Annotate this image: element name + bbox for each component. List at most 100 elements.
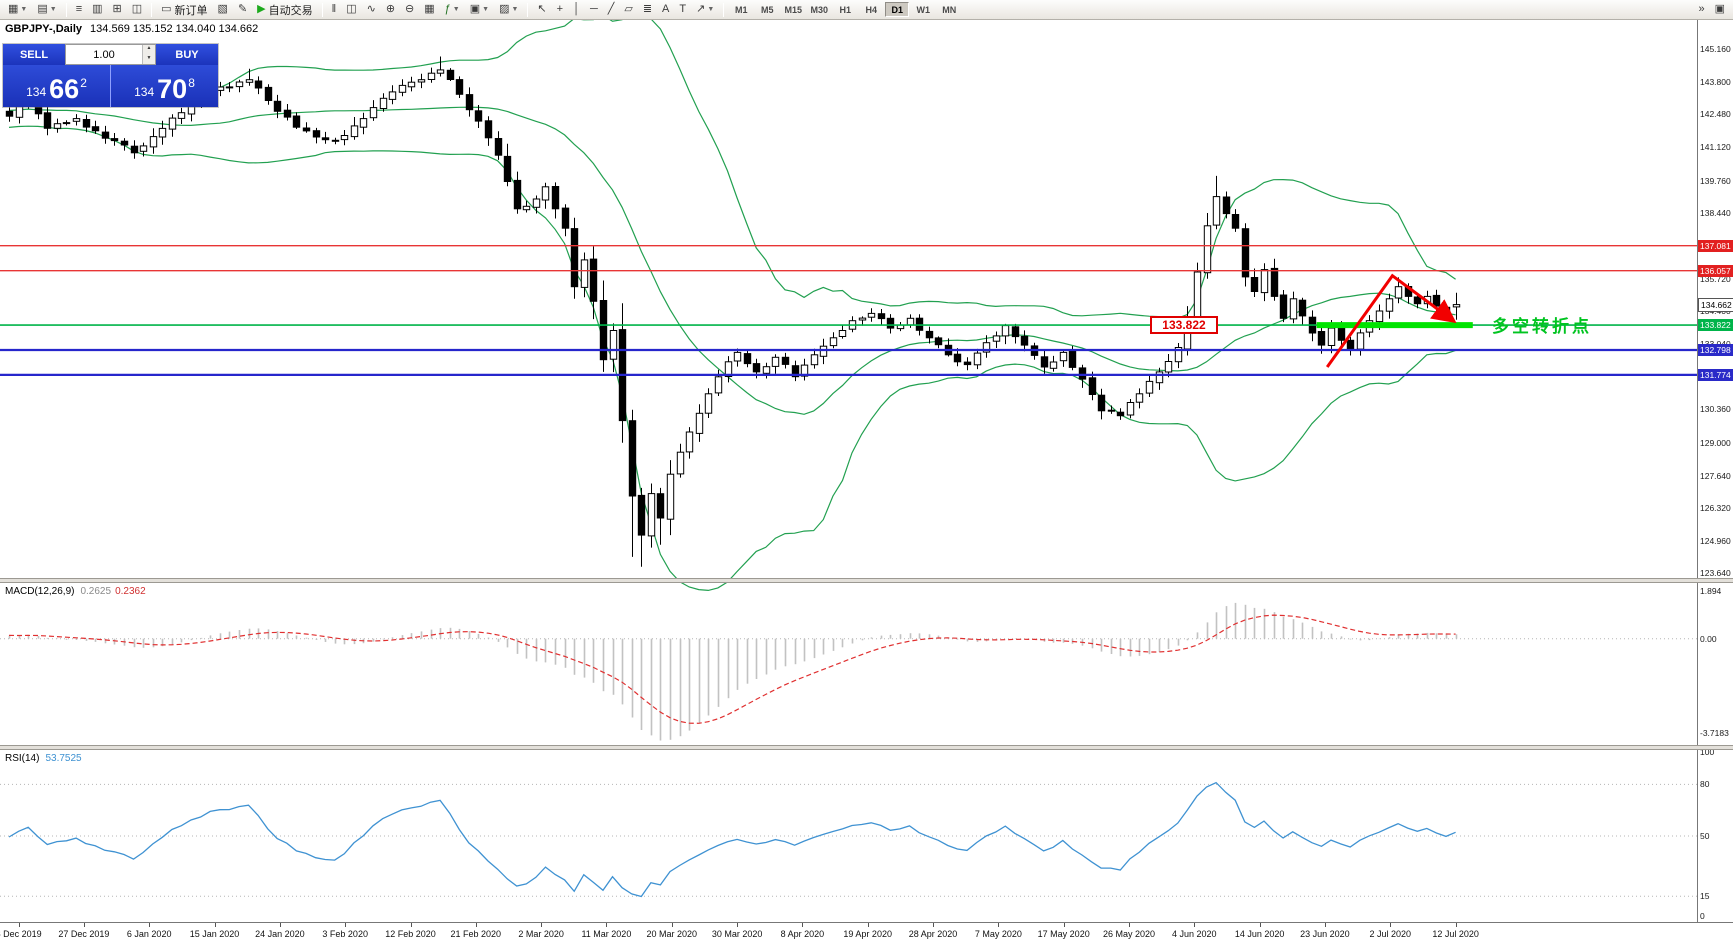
- price-scale-label: 143.800: [1700, 77, 1731, 88]
- time-axis-tick: [410, 923, 412, 927]
- timeframe-button-m5[interactable]: M5: [761, 4, 774, 15]
- crosshair-icon: +: [556, 3, 564, 15]
- profiles-icon-dropdown[interactable]: ▼: [49, 6, 57, 13]
- bollinger-upper: [8, 8, 1456, 319]
- date-label: 14 Jun 2020: [1234, 929, 1285, 939]
- rsi-scale-label: 50: [1700, 831, 1710, 841]
- timeframe-button-h4[interactable]: H4: [865, 4, 878, 15]
- bar-chart-icon: ‖: [331, 3, 337, 15]
- new-order-button: ▭: [161, 3, 172, 15]
- sell-price-panel[interactable]: 134 66 2: [3, 65, 110, 107]
- periods-icon[interactable]: ▣ ▼: [466, 1, 493, 18]
- line-chart-icon: ∿: [366, 3, 376, 15]
- indicators-icon[interactable]: ƒ ▼: [441, 1, 464, 18]
- navigator-icon[interactable]: ⊞: [109, 1, 126, 18]
- turning-point-annotation[interactable]: 多空转折点: [1492, 317, 1592, 336]
- timeframe-button-m15[interactable]: M15: [784, 4, 803, 15]
- zoom-in-icon: ⊕: [385, 3, 396, 15]
- date-label: 2 Jul 2020: [1369, 929, 1412, 939]
- timeframe-button-m1[interactable]: M1: [735, 4, 748, 15]
- buy-price-panel[interactable]: 134 70 8: [111, 65, 218, 107]
- bar-chart-icon[interactable]: ‖: [328, 1, 341, 18]
- time-axis-tick: [1455, 923, 1457, 927]
- volume-field[interactable]: 1.00 ▲ ▼: [65, 44, 156, 65]
- date-label: 12 Feb 2020: [385, 929, 436, 939]
- strategy-tester-icon[interactable]: ▧: [214, 1, 232, 18]
- time-axis-tick: [214, 923, 216, 927]
- rsi-indicator-label: RSI(14) 53.7525: [5, 753, 82, 764]
- price-scale[interactable]: 145.160 143.800 142.480 141.120 139.760 138.4…: [1697, 20, 1733, 922]
- price-scale-label: 123.640: [1700, 568, 1731, 578]
- price-scale-label: 124.960: [1700, 535, 1731, 546]
- price-level-badge: 132.798: [1698, 344, 1733, 356]
- chart-list-icon[interactable]: »: [1694, 1, 1708, 18]
- toolbar-groups: ▦ ▼ ▤ ▼ ≡ ▥ ⊞ ◫ ▭ 新订单 ▧ ✎ ▶ 自动交易 ‖ ◫ ∿ ⊕ ⊖ ▦ ƒ ▼ ▣ ▼ ▨ ▼ ↖ + │ ─ ╱ ▱ ≣ A T…: [3, 0, 1693, 19]
- fibonacci-icon[interactable]: ≣: [639, 1, 656, 18]
- time-axis-tick: [606, 923, 608, 927]
- volume-value[interactable]: 1.00: [93, 48, 115, 61]
- volume-down-button[interactable]: ▼: [143, 54, 155, 64]
- trendline-icon: ╱: [607, 3, 615, 15]
- toolbar-right: » ▣: [1693, 1, 1730, 18]
- time-axis[interactable]: 8 Dec 2019 27 Dec 2019 6 Jan 2020 15 Jan 20…: [0, 922, 1733, 945]
- zoom-in-icon[interactable]: ⊕: [382, 1, 399, 18]
- time-axis-tick: [18, 923, 20, 927]
- indicators-icon-dropdown[interactable]: ▼: [452, 6, 460, 13]
- arrows-icon-dropdown[interactable]: ▼: [707, 6, 715, 13]
- buy-price-small: 134: [134, 85, 155, 99]
- profiles-icon[interactable]: ▤ ▼: [33, 1, 60, 18]
- label-icon[interactable]: T: [675, 1, 690, 18]
- crosshair-icon[interactable]: +: [553, 1, 567, 18]
- new-order-button-label: 新订单: [174, 4, 208, 17]
- timeframe-button-m30[interactable]: M30: [810, 4, 829, 15]
- cursor-icon[interactable]: ↖: [533, 1, 550, 18]
- tile-windows-icon[interactable]: ▦: [420, 1, 438, 18]
- macd-panel: [0, 602, 1697, 741]
- volume-up-button[interactable]: ▲: [143, 45, 155, 55]
- fullscreen-icon[interactable]: ▣: [1711, 1, 1729, 18]
- toolbar-separator: [527, 2, 529, 17]
- vertical-line-icon[interactable]: │: [569, 1, 584, 18]
- terminal-icon[interactable]: ◫: [128, 1, 146, 18]
- data-window-icon[interactable]: ▥: [88, 1, 106, 18]
- horizontal-line-icon[interactable]: ─: [586, 1, 602, 18]
- metaeditor-icon[interactable]: ✎: [234, 1, 251, 18]
- date-label: 11 Mar 2020: [581, 929, 632, 939]
- autotrading-button[interactable]: ▶ 自动交易: [253, 1, 316, 18]
- zoom-out-icon[interactable]: ⊖: [401, 1, 418, 18]
- autotrading-button-label: 自动交易: [268, 4, 313, 17]
- timeframe-button-w1[interactable]: W1: [916, 4, 931, 15]
- timeframe-button-mn[interactable]: MN: [942, 4, 957, 15]
- new-chart-icon-dropdown[interactable]: ▼: [20, 6, 28, 13]
- trendline-icon[interactable]: ╱: [604, 1, 619, 18]
- new-chart-icon[interactable]: ▦ ▼: [4, 1, 31, 18]
- channel-icon[interactable]: ▱: [620, 1, 636, 18]
- panel-splitter-macd[interactable]: [0, 578, 1733, 583]
- market-watch-icon[interactable]: ≡: [72, 1, 86, 18]
- timeframe-button-d1[interactable]: D1: [885, 2, 910, 17]
- text-icon[interactable]: A: [658, 1, 673, 18]
- timeframe-button-h1[interactable]: H1: [839, 4, 852, 15]
- macd-signal-value: 0.2362: [115, 586, 146, 597]
- rsi-panel: [0, 781, 1697, 898]
- templates-icon-dropdown[interactable]: ▼: [511, 6, 519, 13]
- buy-button[interactable]: BUY: [156, 44, 218, 65]
- periods-icon-dropdown[interactable]: ▼: [482, 6, 490, 13]
- chart-title: GBPJPY-,Daily 134.569 135.152 134.040 134…: [5, 23, 258, 35]
- line-chart-icon[interactable]: ∿: [363, 1, 380, 18]
- new-order-button[interactable]: ▭ 新订单: [157, 1, 211, 18]
- date-label: 7 May 2020: [974, 929, 1022, 939]
- sell-button[interactable]: SELL: [3, 44, 65, 65]
- rsi-scale-label: 100: [1700, 747, 1715, 757]
- time-axis-tick: [802, 923, 804, 927]
- candlestick-chart-icon[interactable]: ◫: [342, 1, 360, 18]
- arrows-icon[interactable]: ↗ ▼: [692, 1, 718, 18]
- price-callout-133822[interactable]: 133.822: [1150, 316, 1218, 334]
- toolbar-separator: [151, 2, 153, 17]
- panel-splitter-rsi[interactable]: [0, 745, 1733, 750]
- date-label: 20 Mar 2020: [646, 929, 698, 939]
- price-scale-label: 145.160: [1700, 44, 1731, 54]
- toolbar-separator: [321, 2, 323, 17]
- templates-icon[interactable]: ▨ ▼: [495, 1, 522, 18]
